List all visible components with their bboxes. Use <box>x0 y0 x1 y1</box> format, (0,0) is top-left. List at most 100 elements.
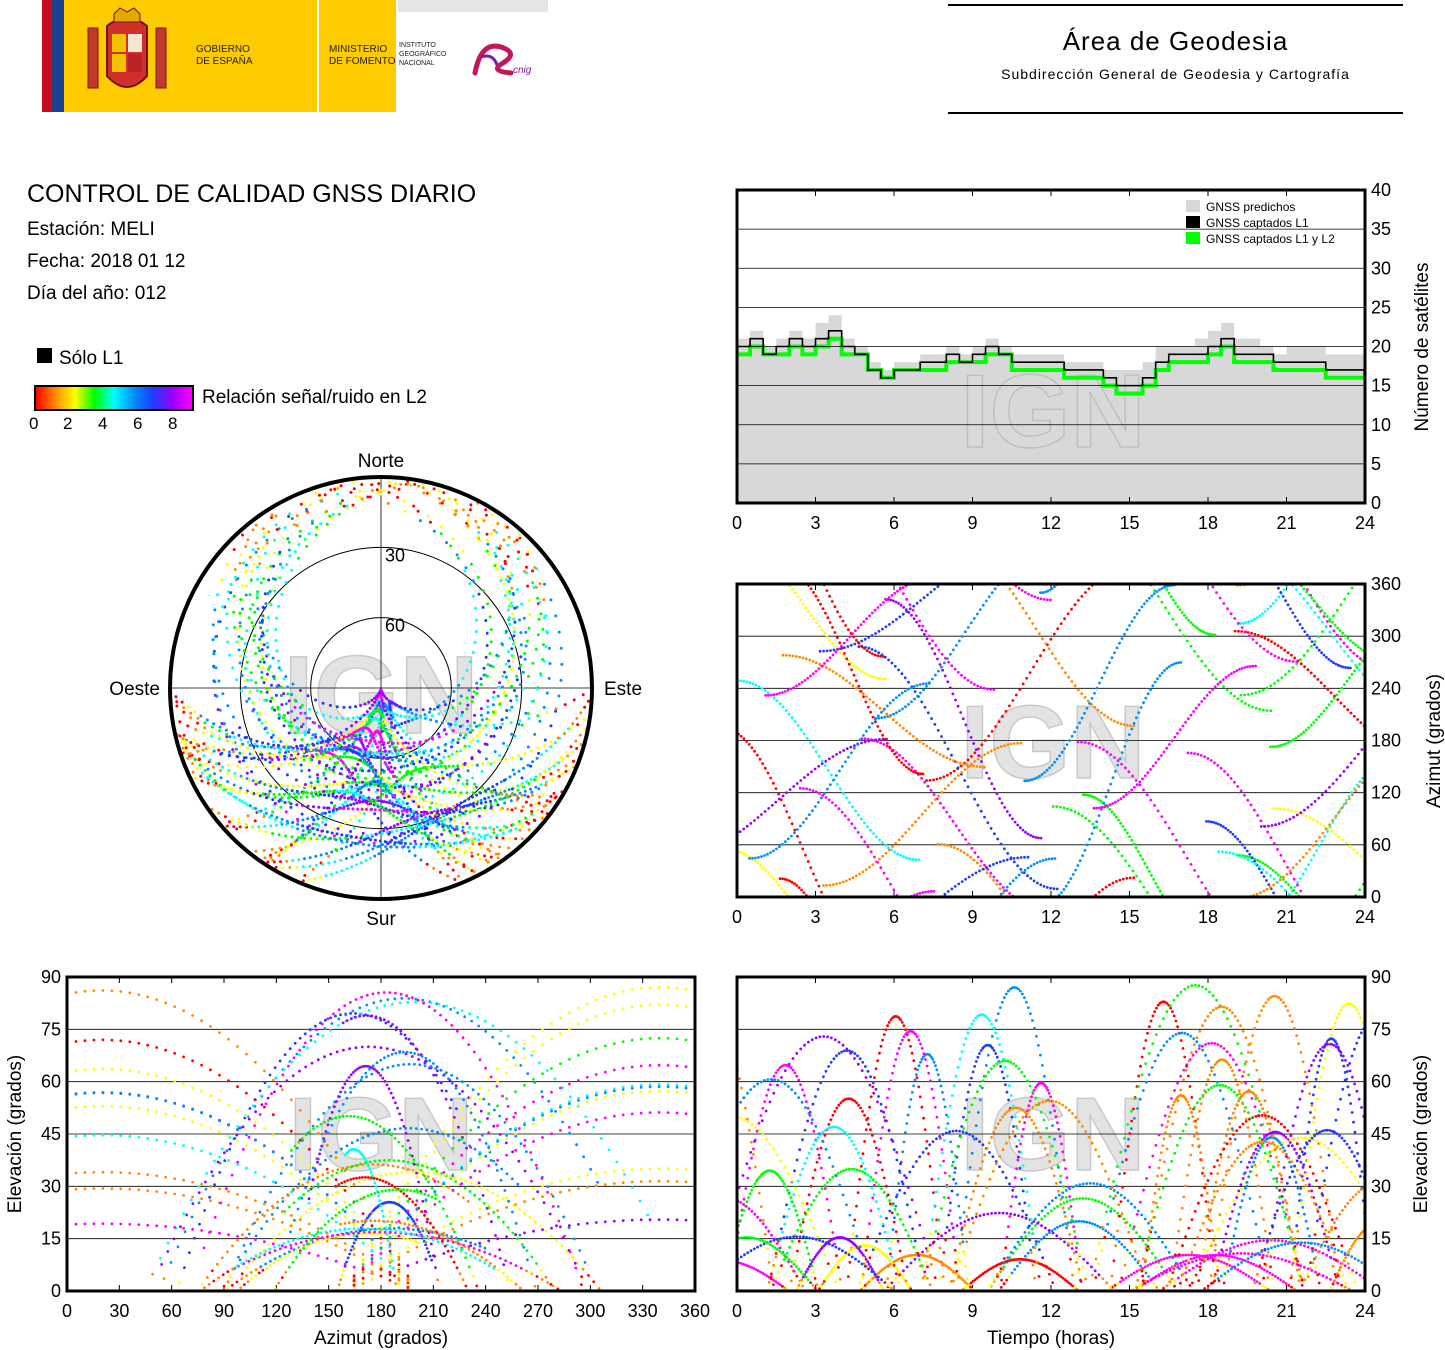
azimuth-track-point <box>966 853 969 857</box>
azimuth-track-point <box>1109 718 1113 721</box>
azimuth-track-point <box>766 691 770 695</box>
sky-track-point <box>352 740 356 744</box>
sky-track-point <box>341 785 345 789</box>
sky-track-point <box>485 538 489 542</box>
sky-track-point <box>425 862 429 866</box>
sky-track-point <box>325 763 329 767</box>
sky-track-point <box>252 756 256 760</box>
sky-track-point <box>307 878 311 882</box>
azimuth-track-point <box>1276 644 1280 647</box>
sky-track-point <box>484 655 488 659</box>
sky-track-point <box>341 716 345 720</box>
sky-track-point <box>254 849 258 853</box>
azimuth-track-point <box>1039 654 1042 658</box>
sky-track-point <box>538 582 542 586</box>
inst-label-3: NACIONAL <box>399 60 435 67</box>
sky-track-point <box>366 750 370 754</box>
azimuth-track-point <box>874 738 878 742</box>
sky-track-point <box>422 751 426 755</box>
azimuth-track-point <box>1321 831 1325 835</box>
azimuth-track-point <box>878 706 882 710</box>
sky-track-point <box>414 796 418 800</box>
sky-track-point <box>189 716 193 720</box>
azimuth-track-point <box>935 751 939 754</box>
sky-track-point <box>452 856 456 860</box>
sky-track-point <box>415 829 419 833</box>
sky-track-point <box>508 591 512 595</box>
sky-track-point <box>365 760 369 764</box>
azimuth-track-point <box>1117 849 1120 853</box>
sky-track-point <box>299 744 303 748</box>
sky-track-point <box>264 830 268 834</box>
sky-track-point <box>491 794 495 798</box>
azimuth-track-point <box>1101 888 1104 891</box>
sky-track-point <box>498 702 502 706</box>
sky-track-point <box>494 791 498 795</box>
azimuth-track-point <box>966 758 970 762</box>
sky-track-point <box>355 783 359 787</box>
azimuth-track-point <box>682 857 685 860</box>
azimuth-track-point <box>851 876 855 880</box>
sky-track-point <box>267 782 271 786</box>
sky-track-point <box>221 692 225 696</box>
sky-track-point <box>453 828 457 831</box>
sky-track-point <box>328 755 332 759</box>
azimuth-track-point <box>848 877 852 881</box>
azimuth-track-point <box>1066 612 1070 616</box>
azimuth-track-point <box>927 890 930 893</box>
sky-track-point <box>447 497 451 501</box>
azimuth-track-point <box>1071 873 1075 876</box>
azimuth-track-point <box>828 883 832 887</box>
azimuth-track-point <box>940 735 943 738</box>
sky-track-point <box>319 522 323 526</box>
sky-track-point <box>389 725 393 728</box>
azimuth-track-point <box>1370 654 1373 657</box>
azimuth-track-point <box>981 603 985 607</box>
azimuth-track-point <box>1049 598 1052 602</box>
azimuth-track-point <box>905 729 908 733</box>
azimuth-track-point <box>1247 704 1251 707</box>
sky-track-point <box>406 749 410 753</box>
sky-track-point <box>455 752 459 756</box>
sky-track-point <box>468 660 472 664</box>
sky-track-point <box>329 836 333 840</box>
azimuth-track-point <box>838 674 842 678</box>
azimuth-track-point <box>1042 648 1046 652</box>
plot-area: IGN <box>737 315 1365 503</box>
sky-track-point <box>479 835 483 839</box>
sky-track-point <box>271 858 275 862</box>
sky-track-point <box>486 847 490 851</box>
sky-track-point <box>489 805 493 809</box>
azimuth-track-point <box>1299 889 1303 893</box>
azimuth-track-point <box>1092 826 1096 830</box>
sky-track-point <box>418 792 421 795</box>
azimuth-track-point <box>997 720 1001 723</box>
sky-track-point <box>360 483 364 486</box>
sky-track-point <box>477 808 481 812</box>
sky-track-point <box>314 698 318 702</box>
sky-track-point <box>353 778 357 782</box>
sky-track-point <box>267 792 271 796</box>
sky-track-point <box>506 608 510 612</box>
azimuth-track-point <box>717 844 720 847</box>
sky-track-point <box>260 721 264 725</box>
sky-track-point <box>532 778 536 782</box>
azimuth-track-point <box>1018 688 1022 691</box>
azimuth-track-point <box>901 707 904 711</box>
sky-track-point <box>549 745 553 749</box>
azimuth-track-point <box>1018 602 1022 605</box>
sky-track-point <box>277 792 281 796</box>
azimuth-track-point <box>1150 874 1153 877</box>
azimuth-track-point <box>833 645 837 648</box>
azimuth-track-point <box>784 653 788 657</box>
azimuth-track-point <box>1141 858 1145 861</box>
azimuth-track-point <box>1160 587 1164 590</box>
sky-track-point <box>443 786 447 790</box>
sky-track-point <box>510 586 514 590</box>
sky-track-point <box>332 743 336 747</box>
sky-track-point <box>443 749 447 753</box>
azimuth-track-point <box>1399 754 1402 757</box>
sky-track-point <box>259 642 263 646</box>
azimuth-track-point <box>969 621 973 625</box>
sky-track-point <box>261 605 265 609</box>
